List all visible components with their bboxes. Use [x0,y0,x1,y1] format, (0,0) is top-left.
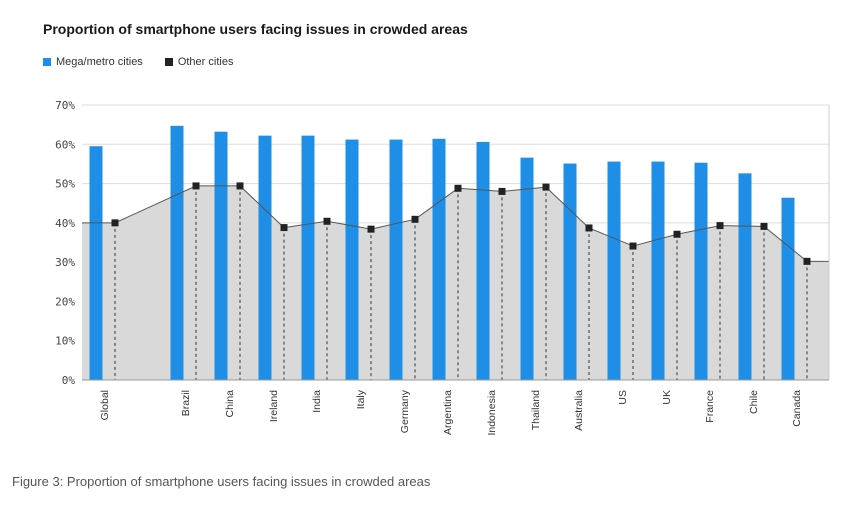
legend-swatch-other [164,58,173,66]
marker-other-cities [111,219,119,227]
bar-mega-metro [432,138,446,380]
bar-mega-metro [781,197,795,380]
marker-other-cities [673,230,681,238]
figure-caption: Figure 3: Proportion of smartphone users… [12,474,431,489]
x-tick-label: Australia [573,390,585,431]
marker-other-cities [542,183,550,191]
x-tick-label: Brazil [180,390,192,416]
marker-other-cities [760,222,768,230]
x-tick-label: Chile [748,390,760,414]
other-cities-line [82,185,829,262]
bar-mega-metro [694,162,708,380]
bar-mega-metro [389,139,403,380]
legend-item-other: Other cities [164,56,234,68]
y-tick-label: 10% [55,335,75,348]
marker-other-cities [803,257,811,265]
y-tick-label: 0% [62,374,76,387]
marker-other-cities [498,187,506,195]
bar-mega-metro [89,146,103,380]
marker-other-cities [585,224,593,232]
legend-item-mega: Mega/metro cities [43,56,143,68]
bar-mega-metro [301,135,315,380]
marker-other-cities [236,182,244,190]
marker-other-cities [454,184,462,192]
bar-mega-metro [738,173,752,380]
x-tick-label: US [617,390,629,405]
x-tick-label: UK [661,390,673,405]
y-tick-label: 50% [55,178,75,191]
marker-other-cities [367,225,375,233]
y-tick-label: 30% [55,256,75,269]
x-tick-label: Germany [399,389,411,433]
y-tick-label: 20% [55,295,75,308]
marker-other-cities [629,242,637,250]
chart-plot: 0% 10% 20% 30% 40% 50% 60% 70% Global Brazil China… [55,99,830,436]
x-tick-label: Italy [355,389,367,409]
bar-mega-metro [520,157,534,380]
y-tick-label: 70% [55,99,75,112]
x-tick-label: Global [99,390,111,420]
legend-label-mega: Mega/metro cities [56,56,143,68]
bar-mega-metro [214,131,228,380]
bar-mega-metro [345,139,359,380]
marker-other-cities [192,182,200,190]
chart-title: Proportion of smartphone users facing is… [43,21,468,37]
marker-other-cities [323,217,331,225]
marker-other-cities [411,215,419,223]
x-tick-label: Thailand [530,390,542,430]
x-tick-label: France [704,390,716,423]
x-tick-label: Argentina [442,390,454,435]
bar-mega-metro [607,161,621,380]
legend-swatch-mega [43,58,51,66]
bar-mega-metro [651,161,665,380]
x-tick-label: China [224,390,236,418]
y-tick-label: 60% [55,138,75,151]
x-tick-label: Canada [791,390,803,427]
marker-other-cities [716,222,724,230]
x-tick-label: Ireland [268,390,280,422]
bar-mega-metro [563,163,577,380]
bar-mega-metro [170,125,184,380]
other-cities-area [82,185,829,380]
legend-label-other: Other cities [177,56,234,68]
marker-other-cities [280,224,288,232]
legend: Mega/metro cities Other cities [43,56,255,68]
x-tick-label: India [311,390,323,413]
bar-mega-metro [476,141,490,380]
x-tick-label: Indonesia [486,390,498,436]
y-tick-label: 40% [55,217,75,230]
bar-mega-metro [258,135,272,380]
